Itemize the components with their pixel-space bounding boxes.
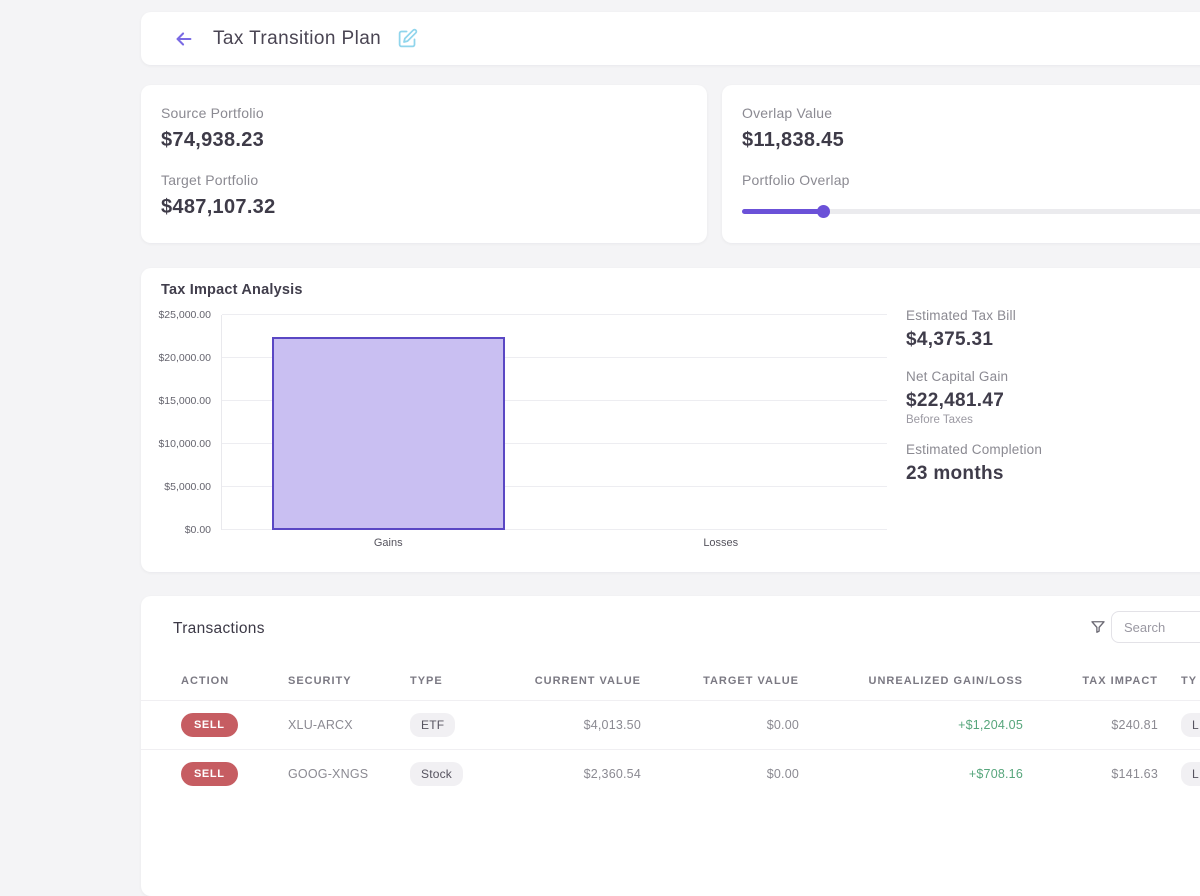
page-header: Tax Transition Plan — [141, 12, 1200, 65]
chart-x-tick-label: Losses — [703, 537, 739, 549]
overlap-summary-card: Overlap Value $11,838.45 Portfolio Overl… — [722, 85, 1200, 243]
transactions-table-body: SELL XLU-ARCX ETF $4,013.50 $0.00 +$1,204.05 $… — [141, 700, 1200, 798]
action-badge[interactable]: SELL — [181, 762, 238, 786]
portfolio-overlap-label: Portfolio Overlap — [742, 172, 850, 188]
chart-y-tick-label: $20,000.00 — [158, 352, 211, 364]
column-header-tax-impact: TAX IMPACT — [1082, 675, 1158, 687]
slider-fill — [742, 209, 824, 214]
column-header-unrealized-gain-loss: UNREALIZED GAIN/LOSS — [868, 675, 1023, 687]
portfolio-overlap-slider[interactable] — [742, 205, 1200, 218]
gain-term-cell: L — [1158, 713, 1200, 737]
unrealized-cell: +$1,204.05 — [958, 718, 1023, 732]
edit-title-button[interactable] — [395, 27, 419, 51]
estimated-tax-bill-label: Estimated Tax Bill — [906, 308, 1016, 323]
column-header-action: ACTION — [181, 675, 230, 687]
chart-gridline — [222, 400, 887, 401]
gain-term-badge: L — [1181, 713, 1200, 737]
column-header-current-value: CURRENT VALUE — [534, 675, 641, 687]
chart-bar-gains[interactable] — [271, 336, 505, 530]
chart-gridline — [222, 357, 887, 358]
net-capital-gain-value: $22,481.47 — [906, 390, 1005, 411]
chart-y-axis: $0.00 $5,000.00 $10,000.00 $15,000.00 $20,00… — [141, 309, 211, 536]
tax-impact-cell: $240.81 — [1111, 718, 1158, 732]
estimated-completion-label: Estimated Completion — [906, 442, 1043, 457]
net-capital-gain-note: Before Taxes — [906, 414, 973, 426]
chart-gridline — [222, 314, 887, 315]
back-button[interactable] — [171, 26, 197, 52]
portfolio-summary-card: Source Portfolio $74,938.23 Target Portf… — [141, 85, 707, 243]
transactions-card: Transactions ACTION SECURITY TYPE CURRENT V… — [141, 596, 1200, 896]
chart-y-tick-label: $5,000.00 — [164, 481, 211, 493]
transactions-header: Transactions — [141, 596, 1200, 662]
chart-stats: Estimated Tax Bill $4,375.31 Net Capital… — [906, 308, 1042, 503]
type-cell: ETF — [410, 713, 521, 737]
source-portfolio-value: $74,938.23 — [161, 129, 265, 151]
transactions-title: Transactions — [173, 620, 265, 637]
overlap-value-label: Overlap Value — [742, 105, 833, 121]
net-capital-gain-label: Net Capital Gain — [906, 369, 1009, 384]
target-portfolio-label: Target Portfolio — [161, 172, 259, 188]
summary-cards-row: Source Portfolio $74,938.23 Target Portf… — [141, 85, 1200, 243]
tax-impact-card: Tax Impact Analysis $0.00 $5,000.00 $10,00… — [141, 268, 1200, 572]
column-header-security: SECURITY — [288, 675, 352, 687]
transactions-table-header: ACTION SECURITY TYPE CURRENT VALUE TARGET VA… — [141, 662, 1200, 700]
security-type-badge: ETF — [410, 713, 456, 737]
security-type-badge: Stock — [410, 762, 464, 786]
column-header-target-value: TARGET VALUE — [703, 675, 799, 687]
action-cell: SELL — [181, 762, 288, 786]
unrealized-cell: +$708.16 — [968, 767, 1023, 781]
target-portfolio-value: $487,107.32 — [161, 196, 276, 218]
chart-y-tick-label: $0.00 — [184, 524, 211, 536]
target-value-cell: $0.00 — [766, 718, 799, 732]
target-value-cell: $0.00 — [766, 767, 799, 781]
estimated-completion-value: 23 months — [906, 463, 1004, 484]
chart-y-tick-label: $25,000.00 — [158, 309, 211, 321]
security-cell: XLU-ARCX — [288, 718, 353, 732]
chart-gridline — [222, 443, 887, 444]
chart-title: Tax Impact Analysis — [161, 282, 303, 298]
type-cell: Stock — [410, 762, 521, 786]
security-cell: GOOG-XNGS — [288, 767, 369, 781]
chart-x-tick-label: Gains — [373, 537, 403, 549]
current-value-cell: $4,013.50 — [583, 718, 641, 732]
gain-term-cell: L — [1158, 762, 1200, 786]
tax-impact-cell: $141.63 — [1111, 767, 1158, 781]
chart-y-tick-label: $15,000.00 — [158, 395, 211, 407]
chart-gridline — [222, 486, 887, 487]
column-header-ty: TY — [1181, 675, 1198, 687]
slider-track — [742, 209, 1200, 214]
gain-term-badge: L — [1181, 762, 1200, 786]
overlap-value: $11,838.45 — [742, 129, 844, 151]
page-content: Tax Transition Plan Source Portfolio $74… — [141, 0, 1200, 896]
chart-gridline — [222, 529, 887, 530]
action-cell: SELL — [181, 713, 288, 737]
table-row[interactable]: SELL GOOG-XNGS Stock $2,360.54 $0.00 +$708.16… — [141, 749, 1200, 798]
source-portfolio-label: Source Portfolio — [161, 105, 264, 121]
slider-thumb[interactable] — [817, 205, 831, 218]
estimated-tax-bill-value: $4,375.31 — [906, 329, 994, 350]
arrow-left-icon — [176, 31, 192, 46]
table-row[interactable]: SELL XLU-ARCX ETF $4,013.50 $0.00 +$1,204.05 $… — [141, 700, 1200, 749]
column-header-type: TYPE — [410, 675, 443, 687]
chart-y-tick-label: $10,000.00 — [158, 438, 211, 450]
chart-plot: Gains Losses — [221, 314, 887, 549]
action-badge[interactable]: SELL — [181, 713, 238, 737]
filter-funnel-icon — [1091, 621, 1105, 633]
current-value-cell: $2,360.54 — [583, 767, 641, 781]
edit-pencil-icon — [398, 28, 417, 48]
filter-button[interactable] — [1085, 614, 1111, 640]
search-input[interactable] — [1111, 611, 1200, 643]
page-title: Tax Transition Plan — [213, 27, 382, 49]
